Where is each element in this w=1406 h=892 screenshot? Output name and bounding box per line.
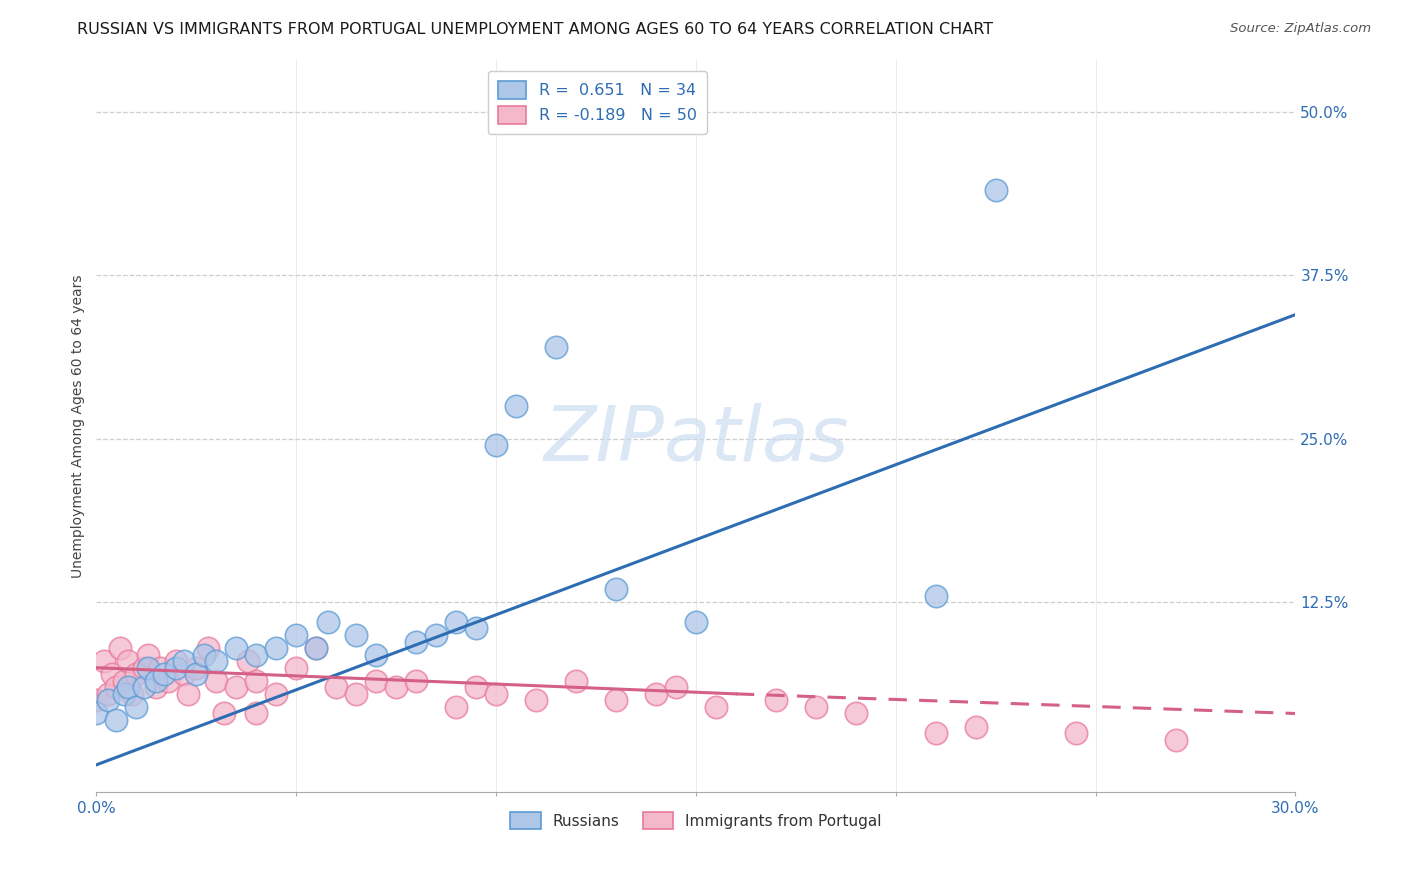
Point bbox=[444, 615, 467, 629]
Point bbox=[285, 661, 308, 675]
Point bbox=[177, 687, 200, 701]
Point bbox=[125, 700, 148, 714]
Point bbox=[112, 673, 135, 688]
Point bbox=[925, 726, 948, 740]
Point bbox=[86, 706, 108, 721]
Point bbox=[524, 693, 547, 707]
Point bbox=[264, 641, 287, 656]
Point bbox=[385, 681, 408, 695]
Point bbox=[197, 641, 219, 656]
Point bbox=[93, 654, 115, 668]
Point bbox=[238, 654, 260, 668]
Point bbox=[245, 706, 267, 721]
Point bbox=[344, 628, 367, 642]
Point bbox=[153, 667, 176, 681]
Point bbox=[110, 641, 132, 656]
Point bbox=[193, 648, 215, 662]
Legend: Russians, Immigrants from Portugal: Russians, Immigrants from Portugal bbox=[503, 805, 889, 836]
Point bbox=[485, 438, 508, 452]
Point bbox=[305, 641, 328, 656]
Point bbox=[344, 687, 367, 701]
Point bbox=[212, 706, 235, 721]
Point bbox=[1064, 726, 1087, 740]
Point bbox=[305, 641, 328, 656]
Point bbox=[425, 628, 447, 642]
Point bbox=[145, 673, 167, 688]
Point bbox=[117, 654, 139, 668]
Point bbox=[136, 648, 159, 662]
Point bbox=[605, 582, 627, 597]
Text: ZIPatlas: ZIPatlas bbox=[543, 403, 849, 477]
Point bbox=[97, 693, 120, 707]
Point bbox=[665, 681, 688, 695]
Point bbox=[134, 661, 156, 675]
Point bbox=[225, 681, 247, 695]
Point bbox=[121, 687, 143, 701]
Point bbox=[157, 673, 180, 688]
Point bbox=[264, 687, 287, 701]
Point bbox=[465, 681, 488, 695]
Point bbox=[405, 634, 427, 648]
Point bbox=[245, 648, 267, 662]
Point bbox=[105, 713, 128, 727]
Text: RUSSIAN VS IMMIGRANTS FROM PORTUGAL UNEMPLOYMENT AMONG AGES 60 TO 64 YEARS CORRE: RUSSIAN VS IMMIGRANTS FROM PORTUGAL UNEM… bbox=[77, 22, 994, 37]
Point bbox=[205, 673, 228, 688]
Point bbox=[765, 693, 787, 707]
Point bbox=[112, 687, 135, 701]
Point bbox=[366, 648, 388, 662]
Point bbox=[405, 673, 427, 688]
Point bbox=[366, 673, 388, 688]
Point bbox=[605, 693, 627, 707]
Point bbox=[465, 622, 488, 636]
Point bbox=[145, 681, 167, 695]
Point bbox=[925, 589, 948, 603]
Point bbox=[325, 681, 347, 695]
Point bbox=[845, 706, 868, 721]
Text: Source: ZipAtlas.com: Source: ZipAtlas.com bbox=[1230, 22, 1371, 36]
Point bbox=[101, 667, 124, 681]
Point bbox=[186, 667, 208, 681]
Point bbox=[984, 183, 1007, 197]
Point bbox=[685, 615, 707, 629]
Point bbox=[134, 681, 156, 695]
Point bbox=[117, 681, 139, 695]
Point bbox=[173, 667, 195, 681]
Point bbox=[645, 687, 668, 701]
Point bbox=[1164, 732, 1187, 747]
Point bbox=[704, 700, 727, 714]
Point bbox=[136, 661, 159, 675]
Point bbox=[245, 673, 267, 688]
Point bbox=[165, 654, 187, 668]
Point bbox=[285, 628, 308, 642]
Point bbox=[149, 661, 172, 675]
Point bbox=[316, 615, 339, 629]
Point bbox=[105, 681, 128, 695]
Point bbox=[225, 641, 247, 656]
Point bbox=[97, 687, 120, 701]
Point bbox=[965, 720, 987, 734]
Point bbox=[186, 661, 208, 675]
Point bbox=[173, 654, 195, 668]
Y-axis label: Unemployment Among Ages 60 to 64 years: Unemployment Among Ages 60 to 64 years bbox=[72, 274, 86, 577]
Point bbox=[125, 667, 148, 681]
Point bbox=[804, 700, 827, 714]
Point bbox=[205, 654, 228, 668]
Point bbox=[565, 673, 588, 688]
Point bbox=[505, 399, 527, 413]
Point bbox=[544, 340, 567, 354]
Point bbox=[485, 687, 508, 701]
Point bbox=[86, 693, 108, 707]
Point bbox=[444, 700, 467, 714]
Point bbox=[165, 661, 187, 675]
